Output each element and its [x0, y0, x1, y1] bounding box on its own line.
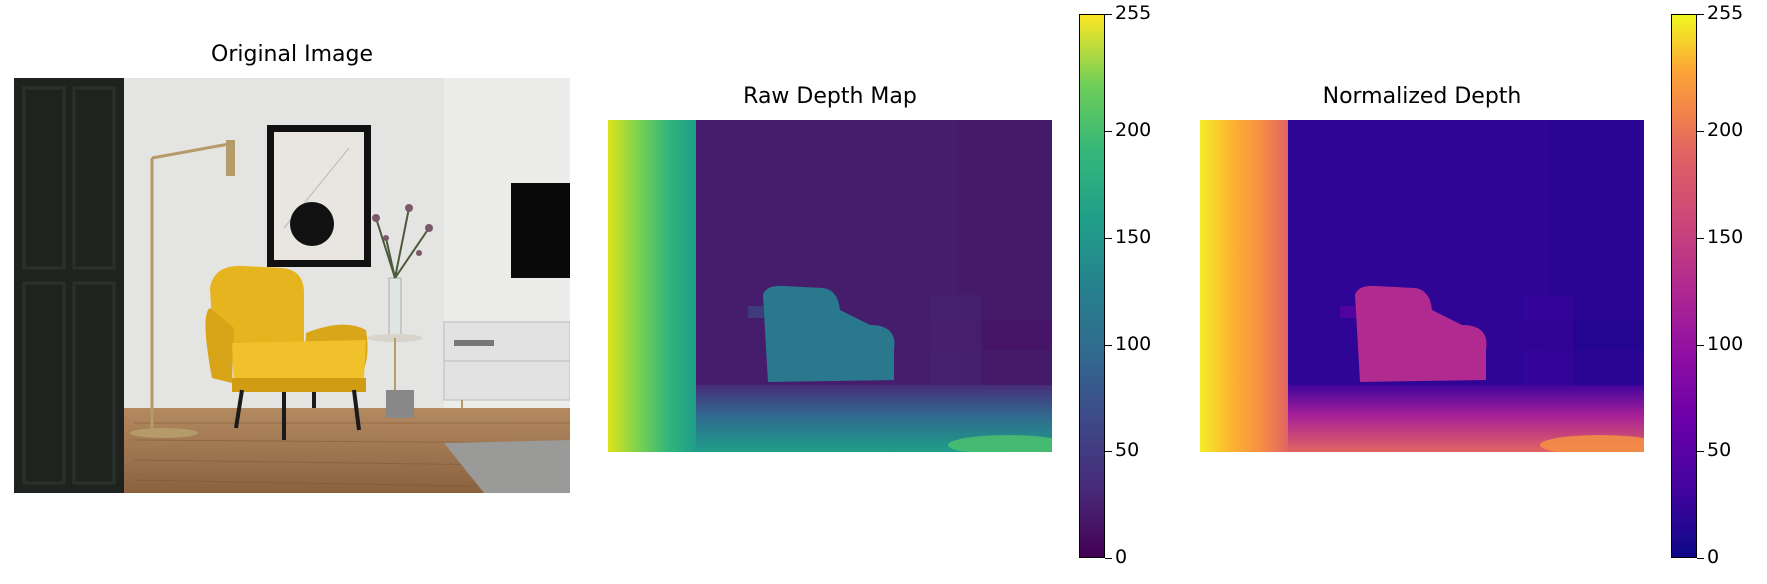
normalized-depth-heatmap [1200, 120, 1644, 452]
raw-cb-tick [1105, 345, 1112, 346]
norm-cb-tick [1697, 131, 1704, 132]
norm-cb-tick-label: 150 [1707, 226, 1744, 248]
raw-cb-tick-label: 200 [1115, 119, 1152, 141]
original-image-title: Original Image [211, 42, 373, 67]
norm-cb-tick [1697, 345, 1704, 346]
norm-cb-tick-label: 100 [1707, 333, 1744, 355]
normalized-depth-title: Normalized Depth [1322, 84, 1522, 109]
norm-cb-tick-label: 255 [1707, 2, 1744, 24]
raw-cb-tick [1105, 558, 1112, 559]
norm-cb-tick-label: 200 [1707, 119, 1744, 141]
raw-depth-heatmap [608, 120, 1052, 452]
raw-cb-tick [1105, 238, 1112, 239]
raw-depth-colorbar [1079, 14, 1105, 558]
norm-cb-tick [1697, 451, 1704, 452]
norm-cb-tick [1697, 238, 1704, 239]
original-image [14, 78, 570, 493]
raw-cb-tick [1105, 14, 1112, 15]
raw-cb-tick-label: 255 [1115, 2, 1152, 24]
raw-cb-tick-label: 0 [1115, 546, 1128, 568]
raw-cb-tick-label: 50 [1115, 439, 1140, 461]
norm-cb-tick-label: 0 [1707, 546, 1720, 568]
norm-cb-tick [1697, 558, 1704, 559]
raw-cb-tick [1105, 451, 1112, 452]
raw-cb-tick-label: 150 [1115, 226, 1152, 248]
raw-cb-tick [1105, 131, 1112, 132]
raw-cb-tick-label: 100 [1115, 333, 1152, 355]
normalized-depth-colorbar [1671, 14, 1697, 558]
raw-depth-title: Raw Depth Map [743, 84, 917, 109]
norm-cb-tick-label: 50 [1707, 439, 1732, 461]
norm-cb-tick [1697, 14, 1704, 15]
